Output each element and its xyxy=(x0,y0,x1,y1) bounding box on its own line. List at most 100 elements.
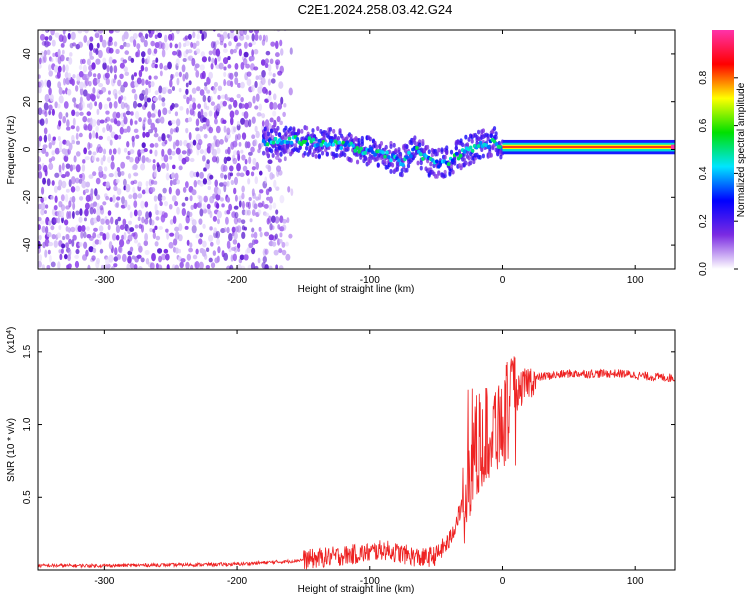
track-halo-cell xyxy=(405,144,409,149)
noise-cell xyxy=(53,217,59,224)
noise-cell xyxy=(134,111,140,120)
noise-cell xyxy=(253,203,258,210)
noise-cell xyxy=(162,107,168,116)
noise-cell xyxy=(56,71,61,79)
noise-cell xyxy=(212,215,217,222)
noise-cell xyxy=(150,30,155,35)
noise-cell xyxy=(138,266,143,269)
noise-cell xyxy=(186,253,192,261)
track-halo-cell xyxy=(499,154,503,160)
noise-cell xyxy=(155,30,159,33)
noise-cell xyxy=(148,129,154,134)
noise-cell xyxy=(38,63,42,69)
noise-cell xyxy=(268,204,273,211)
noise-cell xyxy=(147,86,151,94)
noise-cell xyxy=(166,162,169,172)
track-halo-cell xyxy=(314,136,318,142)
noise-cell xyxy=(40,202,46,211)
noise-cell xyxy=(57,65,62,73)
noise-cell xyxy=(51,150,55,156)
noise-cell xyxy=(177,50,182,59)
noise-cell xyxy=(69,52,73,57)
y-tick-label: 0 xyxy=(22,146,33,152)
noise-cell xyxy=(199,171,204,179)
noise-cell xyxy=(88,132,92,140)
noise-cell xyxy=(96,215,101,222)
noise-cell xyxy=(154,90,159,96)
noise-cell xyxy=(149,143,155,148)
noise-cell xyxy=(117,134,122,140)
noise-cell xyxy=(153,195,158,202)
noise-cell xyxy=(134,224,139,229)
noise-cell xyxy=(133,263,138,269)
noise-cell xyxy=(95,125,99,132)
noise-cell xyxy=(102,57,107,64)
noise-cell xyxy=(157,248,163,254)
noise-cell xyxy=(57,103,61,109)
noise-cell xyxy=(81,100,85,109)
noise-cell xyxy=(154,127,158,134)
noise-cell xyxy=(271,225,275,230)
noise-cell xyxy=(123,232,127,241)
noise-cell xyxy=(64,193,69,203)
noise-cell xyxy=(108,254,114,263)
noise-cell xyxy=(248,42,253,48)
noise-cell xyxy=(57,261,61,269)
noise-cell xyxy=(122,112,126,118)
noise-cell xyxy=(73,155,77,163)
track-core-cell xyxy=(415,145,419,150)
noise-cell xyxy=(48,220,52,226)
noise-cell xyxy=(258,103,263,111)
noise-cell xyxy=(140,200,145,209)
noise-cell xyxy=(108,36,113,43)
noise-cell xyxy=(85,77,89,87)
noise-cell xyxy=(82,231,87,239)
noise-cell xyxy=(179,140,183,147)
noise-cell xyxy=(215,202,220,209)
noise-cell xyxy=(233,205,239,210)
noise-cell xyxy=(82,115,88,123)
noise-cell xyxy=(264,248,269,255)
noise-cell xyxy=(282,224,287,231)
noise-cell xyxy=(226,226,230,234)
noise-cell xyxy=(70,176,76,185)
noise-cell xyxy=(65,242,69,249)
noise-cell xyxy=(274,40,279,50)
track-core-cell xyxy=(454,151,459,156)
track-halo-cell xyxy=(269,148,274,154)
noise-cell xyxy=(197,30,201,34)
noise-cell xyxy=(265,34,269,43)
noise-cell xyxy=(48,87,52,96)
noise-cell xyxy=(141,89,146,96)
noise-cell xyxy=(90,188,94,196)
noise-cell xyxy=(236,150,240,157)
noise-cell xyxy=(226,196,231,203)
noise-cell xyxy=(102,127,106,133)
noise-cell xyxy=(199,208,204,217)
noise-cell xyxy=(60,204,66,211)
noise-cell xyxy=(195,127,200,132)
noise-cell xyxy=(270,215,276,223)
track-halo-cell xyxy=(308,150,312,156)
noise-cell xyxy=(161,101,166,107)
noise-cell xyxy=(129,227,135,232)
noise-cell xyxy=(218,182,224,187)
noise-cell xyxy=(129,36,135,43)
snr-x-axis-label: Height of straight line (km) xyxy=(298,584,415,595)
noise-cell xyxy=(154,149,158,157)
noise-cell xyxy=(128,220,132,225)
noise-cell xyxy=(119,245,123,254)
noise-cell xyxy=(195,234,200,239)
noise-cell xyxy=(202,203,206,211)
track-halo-cell xyxy=(443,154,447,160)
track-core-cell xyxy=(417,149,421,154)
noise-cell xyxy=(112,78,116,84)
snr-plot-area xyxy=(38,330,675,570)
noise-cell xyxy=(175,58,180,67)
noise-cell xyxy=(244,158,248,165)
noise-cell xyxy=(257,74,263,80)
noise-cell xyxy=(138,117,142,123)
noise-cell xyxy=(253,239,259,245)
noise-cell xyxy=(208,110,213,117)
noise-cell xyxy=(255,211,260,217)
